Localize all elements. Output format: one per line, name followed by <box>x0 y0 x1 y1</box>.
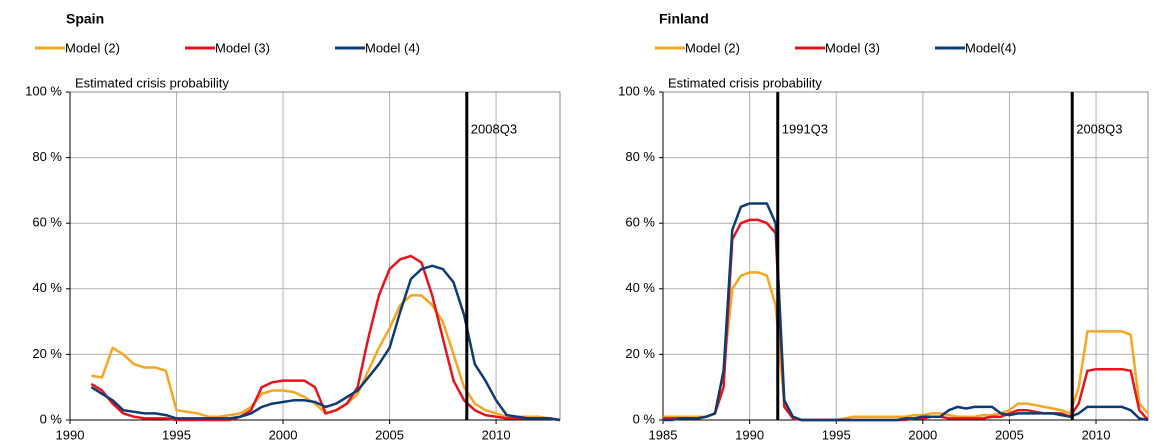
x-tick-label: 2005 <box>995 427 1024 442</box>
series-line <box>91 294 561 422</box>
series-line <box>663 218 1149 422</box>
x-tick-label: 2010 <box>482 427 511 442</box>
y-tick-label: 20 % <box>32 346 62 361</box>
series-line <box>663 271 1149 422</box>
y-tick-label: 20 % <box>625 346 655 361</box>
y-tick-label: 0 % <box>633 411 656 426</box>
chart-title: Finland <box>659 11 709 27</box>
y-axis-label: Estimated crisis probability <box>668 75 822 90</box>
legend-label: Model (3) <box>825 40 880 55</box>
plot-frame <box>662 91 1149 421</box>
legend-label: Model (2) <box>65 40 120 55</box>
y-tick-label: 100 % <box>25 83 62 98</box>
event-label: 2008Q3 <box>471 121 517 136</box>
x-tick-label: 2010 <box>1082 427 1111 442</box>
x-tick-label: 2005 <box>375 427 404 442</box>
x-tick-label: 1995 <box>162 427 191 442</box>
y-tick-label: 0 % <box>40 411 63 426</box>
y-tick-label: 80 % <box>32 149 62 164</box>
x-tick-label: 2000 <box>269 427 298 442</box>
y-tick-label: 60 % <box>32 215 62 230</box>
legend-label: Model(4) <box>965 40 1016 55</box>
y-tick-label: 60 % <box>625 215 655 230</box>
y-tick-label: 80 % <box>625 149 655 164</box>
x-tick-label: 1990 <box>56 427 85 442</box>
x-tick-label: 2000 <box>908 427 937 442</box>
event-label: 2008Q3 <box>1076 121 1122 136</box>
legend-label: Model (2) <box>685 40 740 55</box>
plot-frame <box>69 91 561 421</box>
event-label: 1991Q3 <box>782 121 828 136</box>
y-axis-label: Estimated crisis probability <box>75 75 229 90</box>
y-tick-label: 40 % <box>625 280 655 295</box>
series-line <box>663 202 1149 422</box>
x-tick-label: 1995 <box>822 427 851 442</box>
chart-title: Spain <box>66 11 104 27</box>
legend-label: Model (3) <box>215 40 270 55</box>
series-line <box>90 264 561 422</box>
x-tick-label: 1985 <box>649 427 678 442</box>
series-line <box>90 254 561 422</box>
x-tick-label: 1990 <box>735 427 764 442</box>
y-tick-label: 40 % <box>32 280 62 295</box>
legend-label: Model (4) <box>365 40 420 55</box>
y-tick-label: 100 % <box>618 83 655 98</box>
